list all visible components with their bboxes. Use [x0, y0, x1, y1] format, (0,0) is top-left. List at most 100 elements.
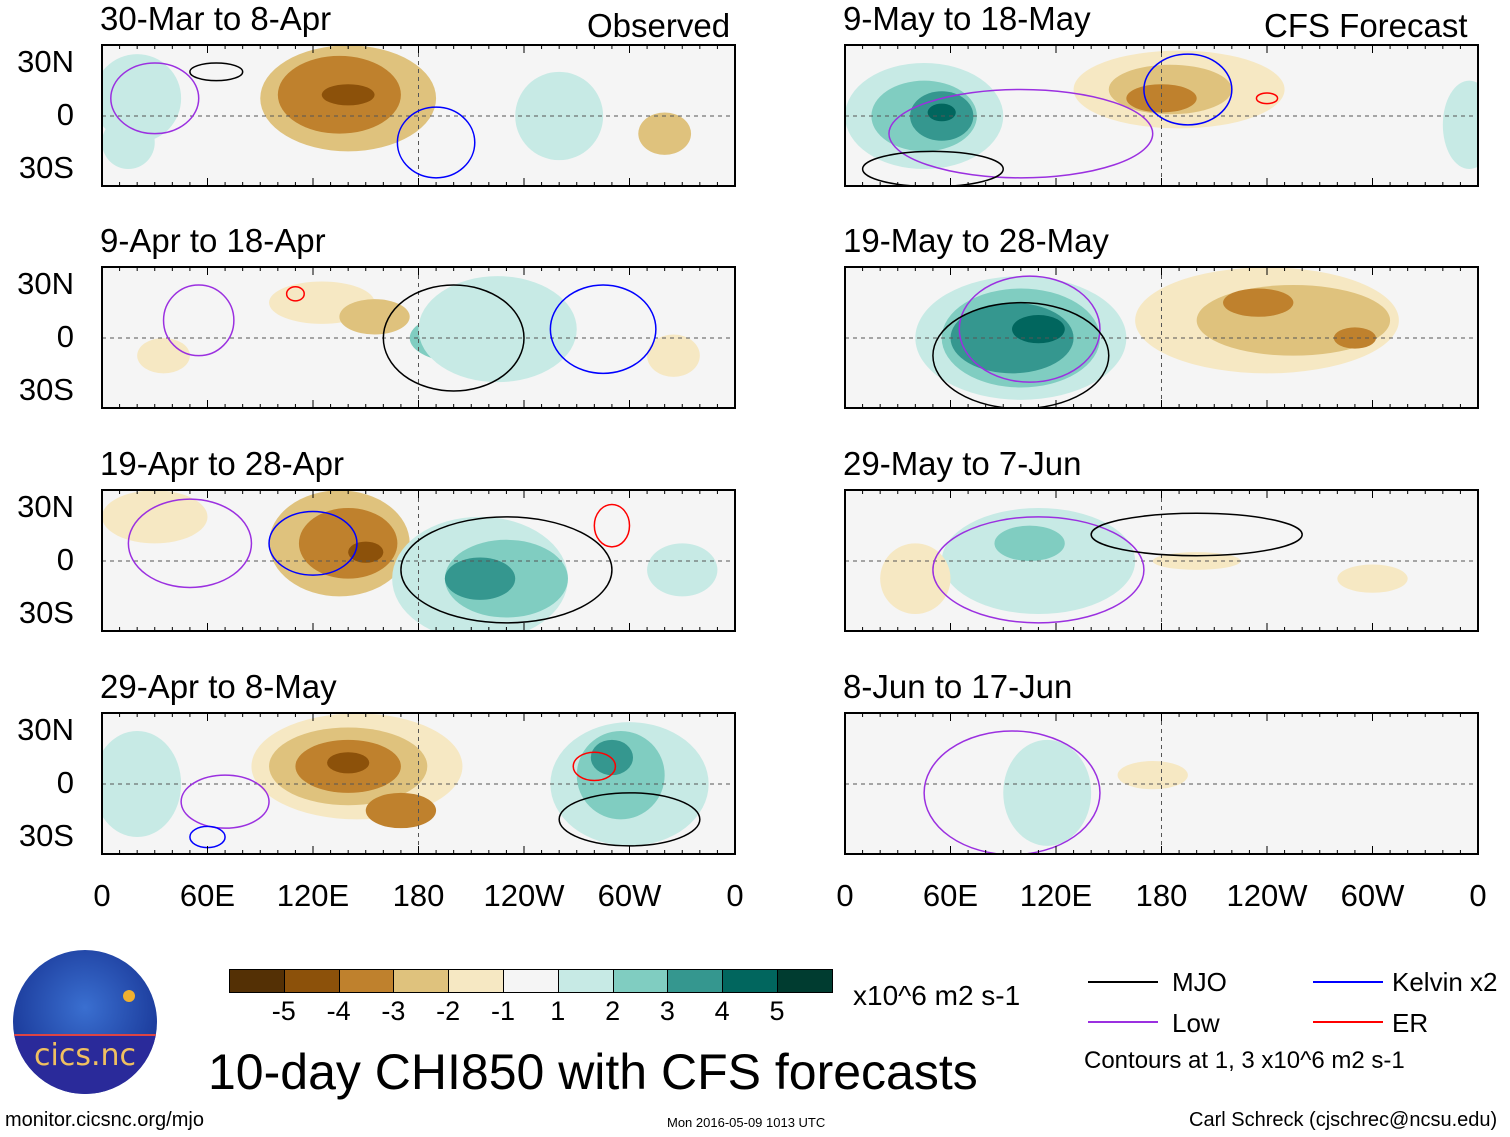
legend-lines — [1088, 981, 1383, 1023]
panel-title: 9-May to 18-May — [843, 0, 1091, 37]
y-tick-label: 30S — [18, 372, 74, 407]
panel-title: 9-Apr to 18-Apr — [100, 222, 326, 259]
colorbar-tick-label: -5 — [271, 996, 296, 1026]
legend-kelvin: Kelvin x2 — [1392, 967, 1498, 997]
colorbar-swatch — [668, 970, 724, 992]
x-tick-label: 0 — [836, 878, 854, 913]
colorbar-tick-label: -4 — [326, 996, 351, 1026]
colorbar-swatch — [723, 970, 778, 992]
legend-low: Low — [1172, 1008, 1220, 1038]
anomaly-region — [1337, 564, 1408, 593]
colorbar-tick-label: 3 — [659, 996, 675, 1026]
low-contour — [110, 62, 200, 135]
anomaly-region — [418, 276, 577, 383]
low-contour — [923, 730, 1101, 854]
anomaly-region — [647, 543, 718, 597]
observed-label: Observed — [587, 7, 731, 44]
mjo-contour — [189, 62, 244, 82]
x-tick-label: 60E — [922, 878, 979, 913]
panel-title: 29-May to 7-Jun — [843, 445, 1082, 482]
anomaly-region — [927, 103, 956, 122]
y-tick-label: 0 — [56, 319, 74, 354]
colorbar-tick-label: -2 — [436, 996, 461, 1026]
x-tick-label: 120W — [1226, 878, 1308, 913]
anomaly-region — [298, 508, 398, 579]
x-tick-label: 180 — [1135, 878, 1188, 913]
colorbar-swatch — [558, 970, 614, 992]
colorbar-swatch — [503, 970, 559, 992]
colorbar-swatch — [613, 970, 669, 992]
colorbar-tick-label: 4 — [714, 996, 730, 1026]
x-tick-label: 0 — [726, 878, 744, 913]
anomaly-region — [1223, 288, 1294, 317]
colorbar-tick-label: -3 — [381, 996, 406, 1026]
mjo-contour — [382, 284, 525, 392]
map-panel — [844, 44, 1479, 187]
anomaly-region — [647, 334, 700, 377]
map-panel — [844, 712, 1479, 855]
forecast-label: CFS Forecast — [1264, 7, 1468, 44]
kelvin-contour — [549, 284, 657, 375]
colorbar-tick-label: 1 — [550, 996, 566, 1026]
map-panel — [101, 44, 736, 187]
author: Carl Schreck (cjschrec@ncsu.edu) — [1189, 1109, 1498, 1131]
anomaly-region — [348, 541, 384, 563]
er-contour — [572, 751, 617, 782]
cicsnc-logo: cics.nc — [13, 950, 157, 1094]
map-panel — [101, 712, 736, 855]
x-tick-label: 120E — [276, 878, 350, 913]
logo-text: cics.nc — [34, 1038, 136, 1073]
kelvin-contour — [1143, 53, 1233, 126]
map-panel — [101, 489, 736, 632]
kelvin-contour — [396, 106, 476, 179]
y-tick-label: 0 — [56, 542, 74, 577]
mjo-contour — [861, 150, 1004, 186]
colorbar-swatch — [777, 970, 832, 992]
anomaly-region — [880, 543, 951, 614]
x-tick-label: 60W — [1340, 878, 1405, 913]
colorbar-units: x10^6 m2 s-1 — [853, 980, 1021, 1011]
y-tick-label: 30N — [17, 44, 74, 79]
anomaly-region — [1117, 761, 1188, 790]
anomaly-region — [102, 731, 182, 837]
panel-title: 30-Mar to 8-Apr — [100, 0, 332, 37]
er-contour — [1255, 92, 1279, 105]
mjo-contour — [1090, 512, 1303, 557]
figure-title: 10-day CHI850 with CFS forecasts — [208, 1044, 978, 1100]
y-tick-label: 30S — [18, 150, 74, 185]
x-tick-label: 60W — [597, 878, 662, 913]
low-contour — [162, 284, 235, 357]
kelvin-contour — [268, 510, 358, 576]
contour-note: Contours at 1, 3 x10^6 m2 s-1 — [1084, 1047, 1405, 1074]
y-tick-label: 0 — [56, 97, 74, 132]
mjo-contour — [558, 792, 701, 847]
anomaly-region — [327, 752, 370, 774]
anomaly-region — [102, 116, 155, 169]
low-contour — [932, 516, 1145, 624]
colorbar — [229, 969, 833, 993]
anomaly-region — [1003, 739, 1092, 846]
x-tick-label: 120W — [483, 878, 565, 913]
colorbar-tick-label: 5 — [769, 996, 785, 1026]
anomaly-region — [1333, 327, 1377, 349]
panel-title: 29-Apr to 8-May — [100, 668, 337, 705]
x-tick-label: 60E — [179, 878, 236, 913]
y-tick-label: 30S — [18, 818, 74, 853]
anomaly-region — [102, 490, 208, 544]
panel-title: 19-May to 28-May — [843, 222, 1109, 259]
timestamp: Mon 2016-05-09 1013 UTC — [667, 1115, 826, 1130]
source-url[interactable]: monitor.cicsnc.org/mjo — [5, 1109, 204, 1131]
legend-mjo: MJO — [1172, 967, 1227, 997]
panel-title: 19-Apr to 28-Apr — [100, 445, 344, 482]
x-tick-label: 0 — [1469, 878, 1487, 913]
anomaly-region — [137, 338, 190, 374]
colorbar-swatch — [394, 970, 450, 992]
low-contour — [127, 498, 253, 589]
x-tick-label: 120E — [1019, 878, 1093, 913]
colorbar-swatch — [230, 970, 285, 992]
map-panel — [844, 266, 1479, 409]
x-tick-label: 0 — [93, 878, 111, 913]
anomaly-region — [638, 112, 692, 155]
low-contour — [180, 774, 270, 829]
